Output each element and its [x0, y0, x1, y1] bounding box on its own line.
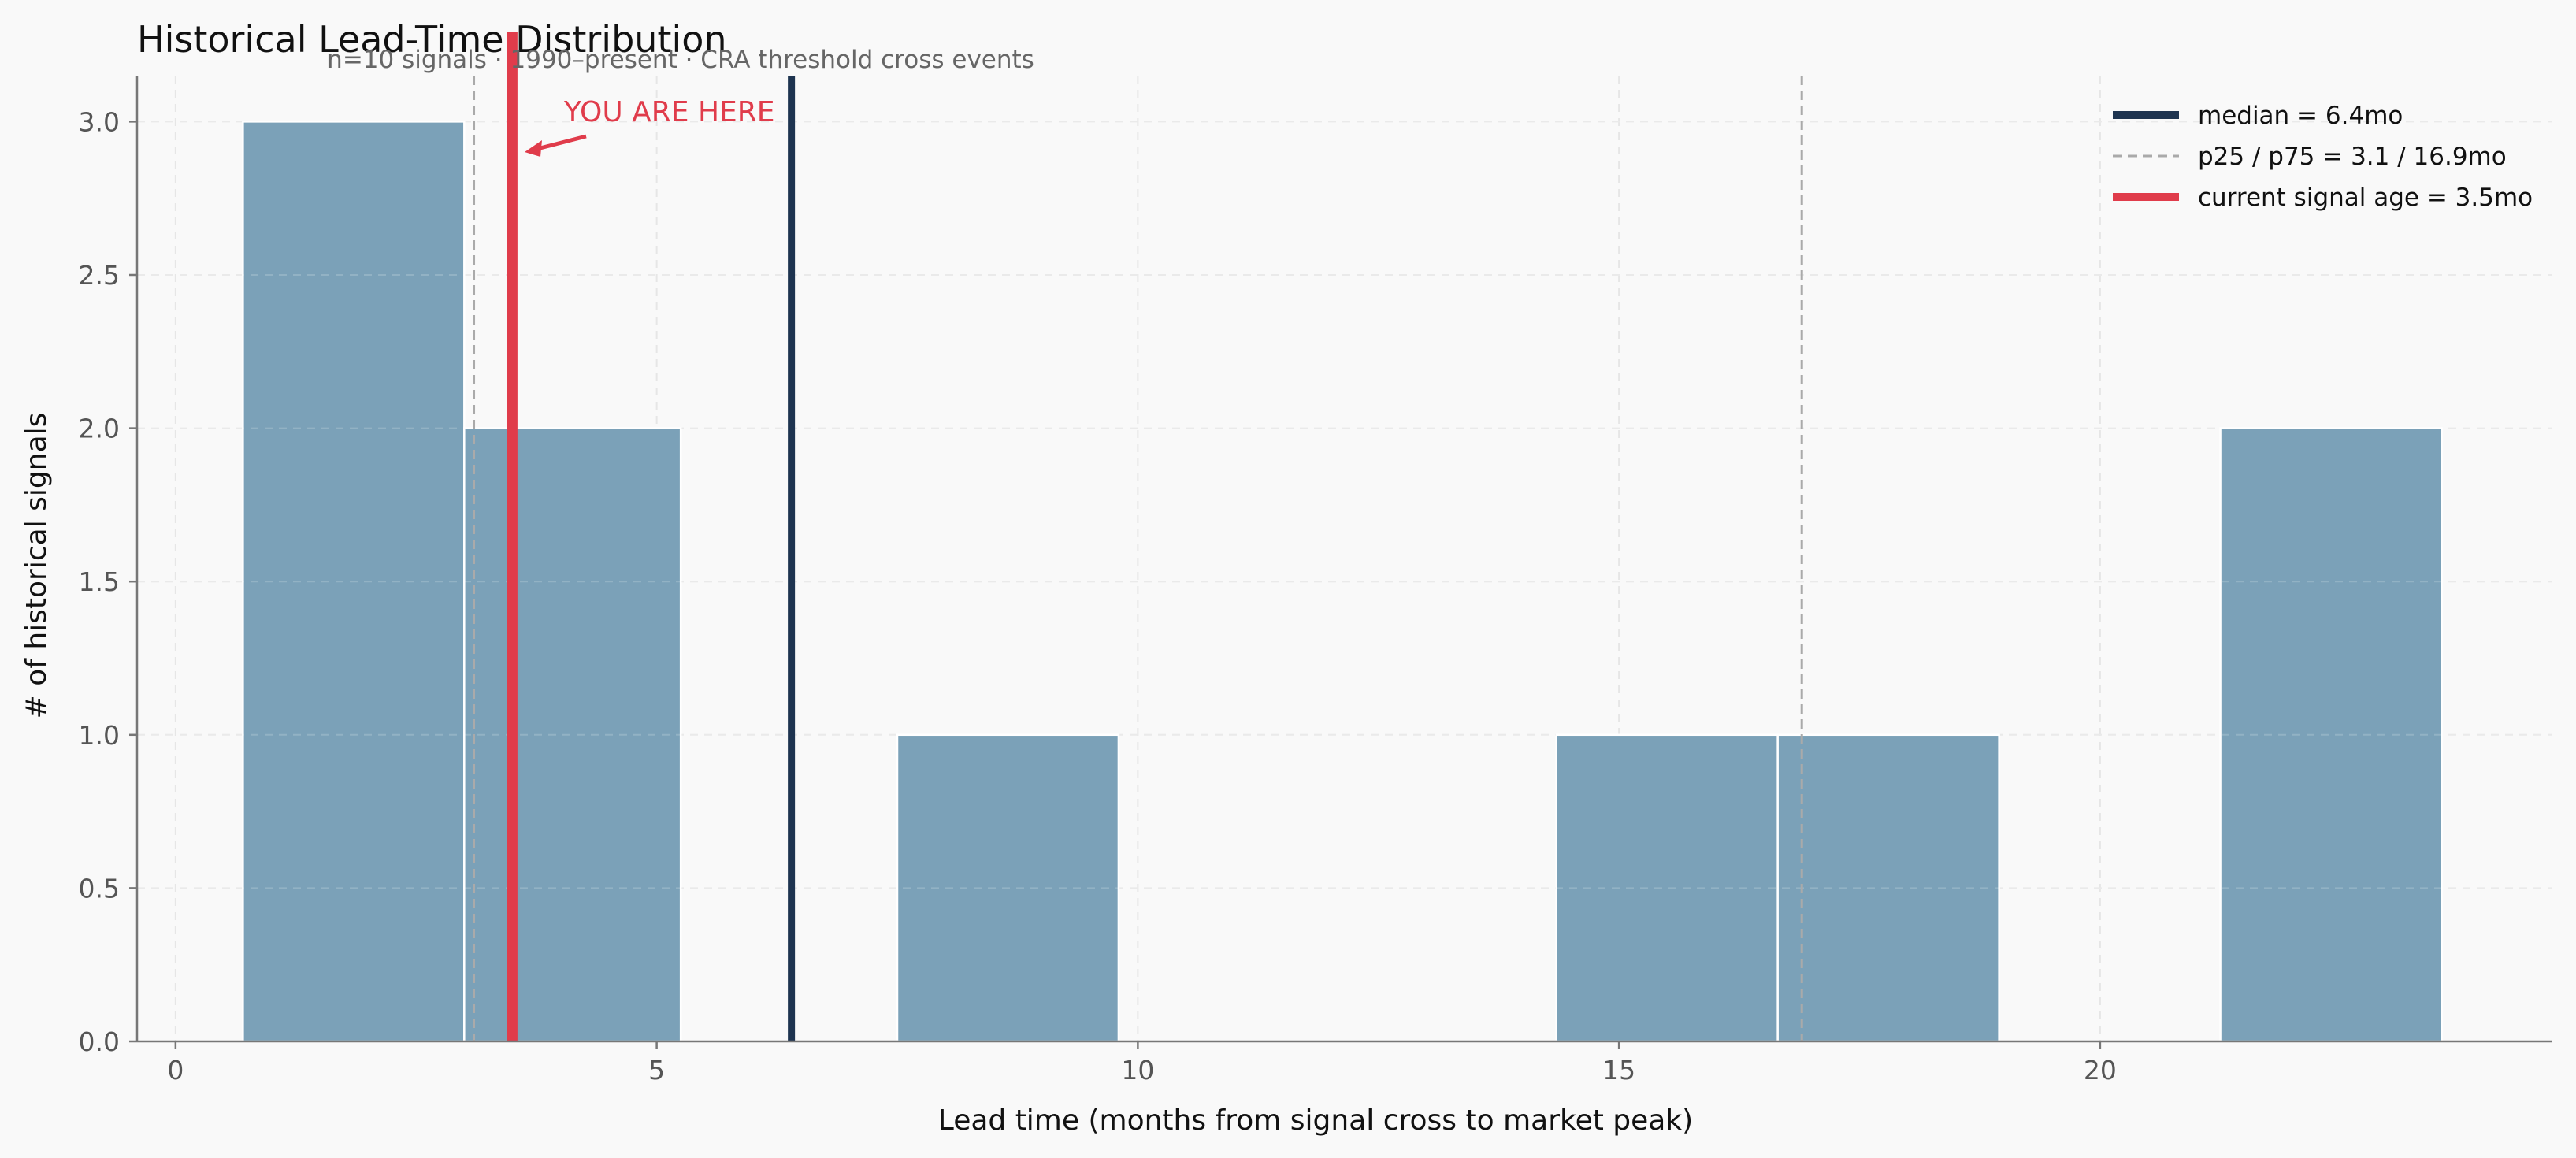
chart-subtitle: n=10 signals · 1990–present · CRA thresh… [327, 46, 1034, 74]
legend-label: p25 / p75 = 3.1 / 16.9mo [2198, 143, 2507, 171]
y-tick-label: 0.5 [79, 873, 120, 904]
x-tick-label: 0 [167, 1055, 184, 1086]
legend-label: median = 6.4mo [2198, 102, 2403, 130]
histogram-bar [242, 121, 466, 1043]
y-tick-label: 1.5 [79, 566, 120, 597]
x-tick-label: 10 [1121, 1055, 1154, 1086]
annotation-arrow-shaft [533, 134, 587, 152]
x-tick-label: 20 [2084, 1055, 2117, 1086]
histogram-bar [463, 427, 682, 1043]
y-tick-label: 2.0 [79, 414, 120, 444]
legend-label: current signal age = 3.5mo [2198, 184, 2533, 212]
histogram-bars [137, 121, 2552, 1043]
y-tick-label: 0.0 [79, 1026, 120, 1057]
y-tick-label: 1.0 [79, 720, 120, 751]
y-tick-label: 2.5 [79, 260, 120, 291]
histogram-bar [896, 733, 1120, 1043]
you-are-here-annotation: YOU ARE HERE [525, 96, 775, 157]
legend: median = 6.4mo p25 / p75 = 3.1 / 16.9mo cu… [2113, 102, 2533, 212]
reference-lines [473, 32, 1803, 1041]
annotation-label: YOU ARE HERE [563, 96, 775, 128]
histogram-bar [2219, 427, 2443, 1043]
y-tick-label: 3.0 [79, 106, 120, 137]
axes [135, 76, 2552, 1043]
chart-title: Historical Lead-Time Distribution [137, 18, 727, 61]
tick-labels: 0.0 0.5 1.0 1.5 2.0 2.5 3.0 0 5 10 15 20 [79, 106, 2117, 1086]
x-axis-label: Lead time (months from signal cross to m… [938, 1104, 1693, 1137]
y-axis-label: # of historical signals [20, 413, 53, 719]
annotation-arrow-head [525, 140, 542, 157]
x-tick-label: 15 [1602, 1055, 1635, 1086]
x-tick-label: 5 [648, 1055, 665, 1086]
